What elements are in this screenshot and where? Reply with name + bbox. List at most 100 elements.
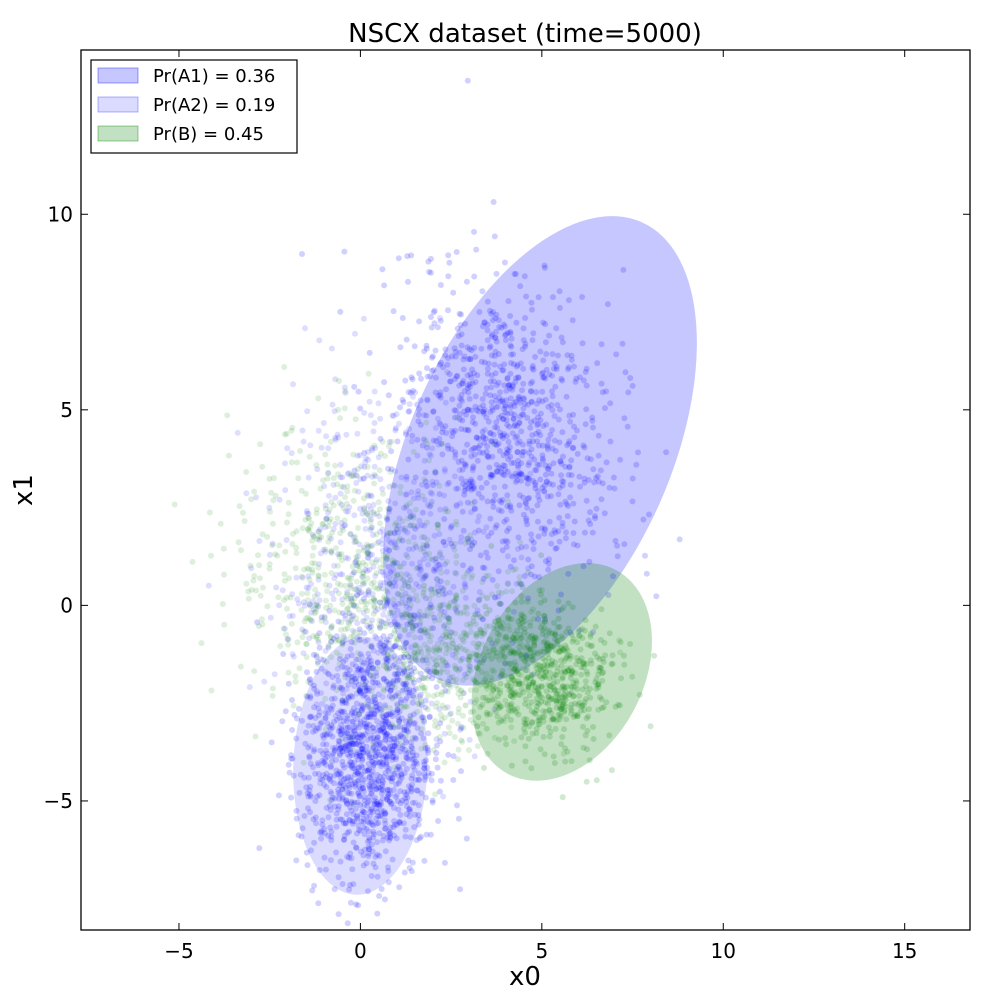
point-cluster-1	[416, 816, 423, 823]
point-diffuse-0	[391, 579, 398, 586]
point-diffuse-2	[547, 687, 554, 694]
point-diffuse-1	[347, 580, 354, 587]
point-diffuse-2	[421, 687, 428, 694]
point-diffuse-1	[367, 518, 374, 525]
point-diffuse-1	[298, 487, 305, 494]
point-diffuse-1	[391, 544, 398, 551]
point-cluster-1	[386, 693, 393, 700]
point-diffuse-1	[350, 601, 357, 608]
point-cluster-0	[423, 345, 430, 352]
point-diffuse-0	[394, 590, 401, 597]
point-diffuse-1	[352, 538, 359, 545]
point-diffuse-1	[424, 441, 431, 447]
point-cluster-0	[400, 399, 407, 406]
point-diffuse-1	[219, 601, 226, 607]
point-cluster-1	[268, 739, 275, 746]
point-cluster-0	[541, 374, 547, 380]
point-cluster-0	[597, 467, 604, 474]
point-cluster-0	[495, 568, 502, 575]
point-diffuse-1	[410, 623, 416, 630]
point-diffuse-1	[189, 558, 196, 565]
point-diffuse-0	[400, 576, 407, 583]
point-diffuse-0	[412, 622, 419, 629]
point-diffuse-2	[440, 587, 446, 594]
point-diffuse-2	[462, 631, 469, 638]
point-diffuse-2	[376, 585, 383, 592]
point-cluster-1	[428, 770, 435, 777]
point-cluster-1	[418, 730, 425, 737]
point-diffuse-2	[416, 608, 423, 615]
point-diffuse-0	[365, 587, 372, 593]
point-diffuse-1	[289, 541, 296, 547]
point-diffuse-1	[384, 530, 391, 536]
point-cluster-0	[395, 255, 402, 262]
point-diffuse-0	[350, 612, 357, 619]
point-cluster-0	[523, 293, 530, 300]
point-diffuse-1	[373, 531, 380, 538]
point-diffuse-0	[392, 642, 399, 649]
point-diffuse-1	[370, 509, 377, 516]
point-cluster-2	[551, 760, 558, 766]
point-diffuse-0	[361, 517, 368, 524]
point-cluster-0	[442, 423, 449, 430]
point-cluster-1	[380, 633, 387, 640]
point-cluster-0	[522, 315, 529, 321]
point-cluster-2	[518, 652, 524, 659]
point-diffuse-1	[282, 548, 289, 555]
point-cluster-0	[530, 366, 537, 373]
point-cluster-0	[548, 470, 555, 477]
point-cluster-1	[382, 702, 389, 709]
point-diffuse-1	[323, 597, 329, 604]
point-diffuse-0	[310, 598, 317, 605]
point-cluster-1	[404, 803, 410, 810]
point-diffuse-1	[287, 594, 294, 601]
point-diffuse-0	[391, 529, 398, 536]
point-cluster-0	[480, 575, 487, 582]
point-diffuse-0	[413, 685, 419, 692]
point-diffuse-0	[372, 473, 379, 480]
point-cluster-1	[311, 746, 318, 753]
point-cluster-0	[443, 386, 449, 393]
point-cluster-0	[511, 411, 518, 418]
point-cluster-2	[561, 708, 568, 715]
point-diffuse-1	[364, 463, 371, 470]
point-diffuse-2	[386, 580, 393, 587]
point-cluster-1	[407, 834, 414, 841]
point-cluster-0	[484, 443, 491, 450]
point-cluster-0	[595, 452, 602, 459]
point-cluster-0	[546, 463, 553, 470]
point-cluster-1	[433, 684, 440, 690]
point-cluster-0	[542, 558, 549, 565]
point-diffuse-0	[460, 690, 467, 696]
point-diffuse-2	[521, 657, 528, 664]
point-diffuse-0	[354, 620, 361, 627]
point-cluster-0	[484, 554, 491, 561]
point-diffuse-0	[403, 571, 410, 578]
ellipse-0	[383, 216, 697, 686]
point-diffuse-2	[453, 570, 460, 577]
point-cluster-0	[479, 288, 486, 295]
point-diffuse-1	[313, 506, 320, 513]
point-diffuse-2	[503, 644, 510, 651]
point-cluster-0	[532, 467, 539, 473]
point-diffuse-2	[467, 623, 474, 630]
point-diffuse-0	[360, 609, 367, 616]
point-cluster-2	[570, 693, 577, 700]
point-cluster-0	[535, 294, 542, 301]
point-cluster-2	[540, 733, 547, 740]
point-diffuse-1	[296, 665, 303, 672]
point-cluster-0	[460, 366, 467, 373]
point-cluster-1	[321, 781, 328, 788]
point-diffuse-1	[436, 605, 443, 612]
point-cluster-0	[539, 388, 546, 395]
point-diffuse-1	[290, 530, 296, 537]
point-cluster-1	[305, 722, 312, 729]
point-diffuse-2	[383, 587, 390, 594]
point-cluster-0	[563, 393, 570, 400]
point-cluster-1	[303, 729, 310, 736]
point-cluster-1	[285, 761, 292, 768]
point-diffuse-2	[397, 575, 404, 582]
point-diffuse-0	[301, 599, 307, 606]
point-diffuse-1	[305, 525, 312, 532]
point-diffuse-2	[409, 735, 416, 742]
